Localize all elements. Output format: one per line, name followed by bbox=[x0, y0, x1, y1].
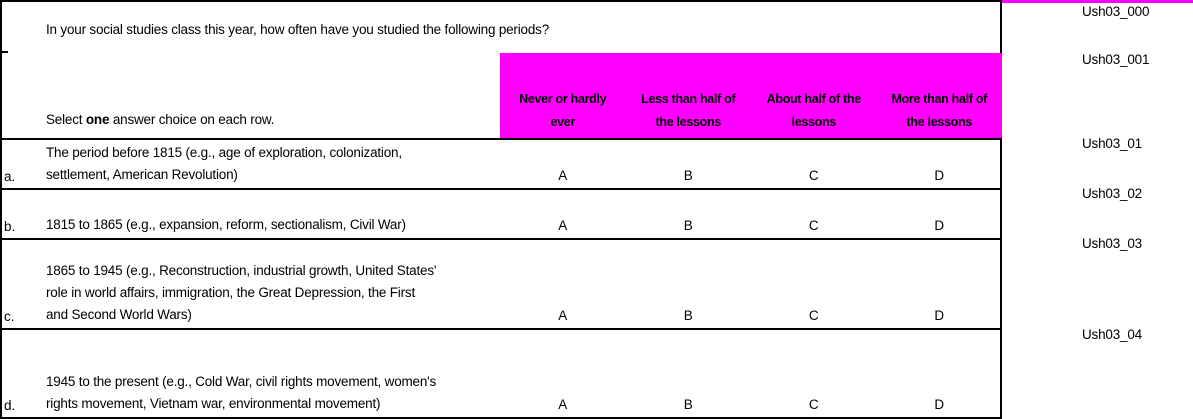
option-letter-b: B bbox=[683, 168, 693, 183]
instruction-line: Select one answer choice on each row. bbox=[46, 112, 274, 127]
option-letter-c: C bbox=[808, 168, 819, 183]
option-letter-b: B bbox=[683, 218, 693, 233]
row-label: c. bbox=[4, 309, 15, 324]
option-letter-a: A bbox=[558, 308, 568, 323]
variable-code-ush03-04: Ush03_04 bbox=[1082, 327, 1142, 342]
variable-code-ush03-01: Ush03_01 bbox=[1082, 136, 1142, 151]
row-label: d. bbox=[4, 398, 16, 413]
variable-code-ush03-001: Ush03_001 bbox=[1082, 52, 1150, 67]
option-letter-d: D bbox=[934, 218, 945, 233]
table-row-d: d. 1945 to the present (e.g., Cold War, … bbox=[2, 328, 1000, 417]
margin-top-strip bbox=[1002, 0, 1193, 3]
option-letter-d: D bbox=[934, 308, 945, 323]
instruction-suffix: answer choice on each row. bbox=[109, 112, 275, 127]
variable-code-ush03-000: Ush03_000 bbox=[1082, 4, 1150, 19]
row-divider-tick bbox=[2, 51, 8, 53]
option-letter-b: B bbox=[683, 308, 693, 323]
row-label: a. bbox=[4, 169, 16, 184]
row-item-text: 1945 to the present (e.g., Cold War, civ… bbox=[46, 374, 437, 411]
table-row-b: b. 1815 to 1865 (e.g., expansion, reform… bbox=[2, 188, 1000, 238]
variable-code-ush03-02: Ush03_02 bbox=[1082, 186, 1142, 201]
question-table: In your social studies class this year, … bbox=[0, 0, 1002, 419]
option-letter-c: C bbox=[808, 308, 819, 323]
option-letter-a: A bbox=[558, 397, 568, 412]
column-header-never: Never or hardly ever bbox=[519, 92, 607, 129]
question-stem: In your social studies class this year, … bbox=[46, 22, 549, 37]
row-item-text: The period before 1815 (e.g., age of exp… bbox=[46, 145, 402, 182]
row-item-text: 1865 to 1945 (e.g., Reconstruction, indu… bbox=[46, 263, 437, 322]
table-row-c: c. 1865 to 1945 (e.g., Reconstruction, i… bbox=[2, 238, 1000, 328]
column-header-about-half: About half of the lessons bbox=[766, 92, 861, 129]
option-letter-a: A bbox=[558, 168, 568, 183]
instruction-bold-word: one bbox=[85, 112, 110, 127]
option-letter-c: C bbox=[808, 218, 819, 233]
instruction-prefix: Select bbox=[46, 112, 86, 127]
row-label: b. bbox=[4, 219, 16, 234]
column-header-less-than-half: Less than half of the lessons bbox=[641, 92, 736, 129]
option-letter-b: B bbox=[683, 397, 693, 412]
option-letter-a: A bbox=[558, 218, 568, 233]
table-row-a: a. The period before 1815 (e.g., age of … bbox=[2, 138, 1000, 188]
option-letter-d: D bbox=[934, 397, 945, 412]
row-item-text: 1815 to 1865 (e.g., expansion, reform, s… bbox=[46, 217, 406, 232]
option-letter-d: D bbox=[934, 168, 945, 183]
column-header-more-than-half: More than half of the lessons bbox=[891, 92, 988, 129]
answer-header-block: Never or hardly ever Less than half of the… bbox=[500, 53, 1002, 138]
variable-code-ush03-03: Ush03_03 bbox=[1082, 236, 1142, 251]
option-letter-c: C bbox=[808, 397, 819, 412]
